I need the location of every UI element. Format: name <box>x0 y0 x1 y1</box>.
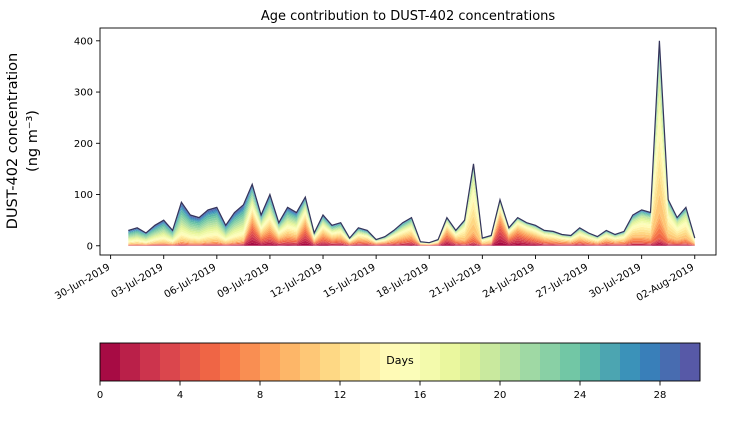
colorbar-tick-label: 4 <box>177 390 183 401</box>
colorbar-cell <box>580 343 601 381</box>
colorbar-cell <box>220 343 241 381</box>
y-tick-label: 400 <box>74 36 93 47</box>
y-axis-label-line2: (ng m⁻³) <box>25 110 41 172</box>
colorbar-cell <box>500 343 521 381</box>
colorbar-tick-label: 28 <box>654 390 667 401</box>
colorbar-cell <box>240 343 261 381</box>
colorbar-cell <box>300 343 321 381</box>
colorbar-cell <box>540 343 561 381</box>
colorbar-tick-label: 16 <box>414 390 427 401</box>
colorbar-tick-label: 24 <box>574 390 587 401</box>
colorbar-cell <box>340 343 361 381</box>
x-tick-label: 02-Aug-2019 <box>635 262 697 304</box>
x-tick-label: 30-Jun-2019 <box>53 262 112 302</box>
colorbar-tick-label: 0 <box>97 390 103 401</box>
plot-area: 0 100 200 300 400 30-Jun-201903-Jul-201906-Ju… <box>53 27 717 304</box>
area-layer <box>128 231 695 246</box>
area-layer <box>128 157 695 245</box>
y-tick-label: 100 <box>74 190 93 201</box>
colorbar-cell <box>180 343 201 381</box>
area-layer <box>128 194 695 245</box>
y-tick-label: 200 <box>74 139 93 150</box>
x-tick-label: 03-Jul-2019 <box>109 262 165 301</box>
colorbar-cell <box>640 343 661 381</box>
x-tick-label: 24-Jul-2019 <box>481 262 537 301</box>
chart-title: Age contribution to DUST-402 concentrati… <box>261 9 556 24</box>
x-tick-label: 12-Jul-2019 <box>269 262 325 301</box>
axes-box <box>99 27 717 256</box>
x-tick-label: 27-Jul-2019 <box>534 262 590 301</box>
colorbar-cell <box>520 343 541 381</box>
colorbar-cell <box>440 343 461 381</box>
colorbar-cell <box>260 343 281 381</box>
area-layer <box>128 217 695 245</box>
colorbar-cell <box>560 343 581 381</box>
colorbar-cell <box>680 343 701 381</box>
colorbar-cell <box>460 343 481 381</box>
colorbar-cell <box>600 343 621 381</box>
colorbar-cell <box>120 343 141 381</box>
x-tick-label: 18-Jul-2019 <box>375 262 431 301</box>
colorbar-cell <box>420 343 441 381</box>
area-layer <box>128 49 695 243</box>
colorbar-cell <box>400 343 421 381</box>
colorbar-cell <box>200 343 221 381</box>
colorbar-label: Days <box>386 354 414 367</box>
area-layer <box>128 71 695 244</box>
colorbar-tick-label: 12 <box>334 390 347 401</box>
area-layer <box>128 225 695 246</box>
x-tick-label: 21-Jul-2019 <box>428 262 484 301</box>
x-tick-label: 06-Jul-2019 <box>163 262 219 301</box>
colorbar-cell <box>100 343 121 381</box>
colorbar-cell <box>660 343 681 381</box>
area-layer <box>128 227 695 246</box>
colorbar-cell <box>360 343 381 381</box>
colorbar-cell <box>140 343 161 381</box>
y-tick-label: 0 <box>87 241 93 252</box>
y-axis-label-line1: DUST-402 concentration <box>5 53 21 229</box>
colorbar: 0 4 8 12 16 20 24 28 <box>97 342 701 401</box>
colorbar-cell <box>620 343 641 381</box>
area-layer <box>128 242 695 246</box>
colorbar-cell <box>160 343 181 381</box>
colorbar-cell <box>480 343 501 381</box>
area-layer <box>128 238 695 246</box>
colorbar-cell <box>320 343 341 381</box>
total-line <box>128 40 696 244</box>
x-tick-label: 09-Jul-2019 <box>216 262 272 301</box>
colorbar-tick-label: 20 <box>494 390 507 401</box>
y-tick-label: 300 <box>74 88 93 99</box>
area-layer <box>128 235 695 246</box>
colorbar-cell <box>280 343 301 381</box>
colorbar-tick-label: 8 <box>257 390 263 401</box>
x-tick-label: 15-Jul-2019 <box>322 262 378 301</box>
area-layer <box>128 212 695 245</box>
colorbar-outline <box>99 342 701 382</box>
colorbar-cell <box>380 343 401 381</box>
